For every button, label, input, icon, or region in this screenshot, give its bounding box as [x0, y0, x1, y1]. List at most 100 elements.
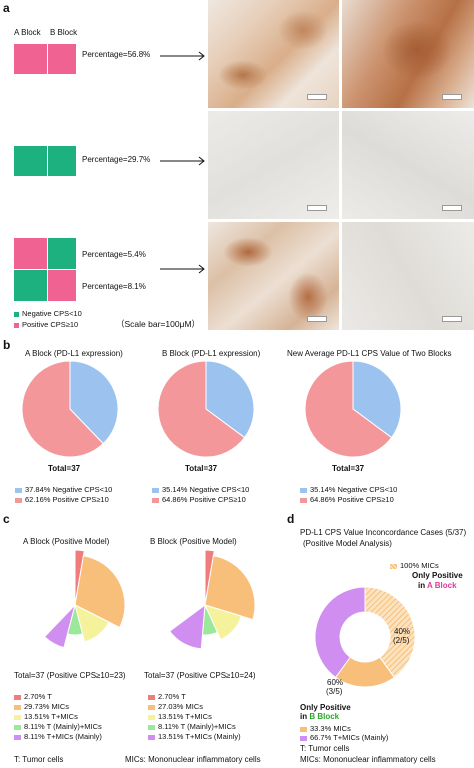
- pie-b2-title: B Block (PD-L1 expression): [162, 349, 261, 358]
- block-a-row1: [14, 44, 47, 74]
- legend-label: 100% MICs: [400, 561, 439, 570]
- label-3-5: (3/5): [326, 687, 343, 696]
- pie-c2-total: Total=37 (Positive CPS≥10=24): [144, 671, 256, 680]
- legend-item: 2.70% T: [148, 692, 241, 702]
- pie-b1-title: A Block (PD-L1 expression): [25, 349, 123, 358]
- swatch: [148, 704, 155, 710]
- legend-item: 8.11% T (Mainly)+MICs: [148, 722, 241, 732]
- legend-b1-pos: 62.16% Positive CPS≥10: [15, 495, 109, 504]
- pie-slice-b-block-mics: [334, 656, 396, 688]
- legend-d-mainly: 66.7% T+MICs (Mainly): [300, 733, 388, 742]
- pie-slice-positive: [21, 360, 104, 458]
- pie-slice-positive: [157, 360, 246, 458]
- arrow-row1-icon: [160, 51, 205, 61]
- percentage-row4: Percentage=8.1%: [82, 282, 146, 291]
- pie-b1-total: Total=37: [48, 464, 81, 473]
- swatch: [152, 497, 159, 503]
- legend-c1: 2.70% T 29.73% MICs 13.51% T+MICs 8.11% T (…: [14, 692, 102, 742]
- legend-label: 2.70% T: [24, 692, 52, 701]
- swatch: [15, 487, 22, 493]
- legend-label: 33.3% MICs: [310, 724, 351, 733]
- micrograph-row2-b: [342, 111, 474, 219]
- block-a-row3b: [14, 270, 47, 301]
- pie-b2-total: Total=37: [185, 464, 218, 473]
- pie-c1-title: A Block (Positive Model): [23, 537, 110, 546]
- panel-letter-d: d: [287, 512, 295, 526]
- legend-positive-label: Positive CPS≥10: [22, 320, 79, 329]
- in-word: in: [300, 712, 308, 721]
- col-b-label: B Block: [50, 28, 78, 37]
- legend-item: 29.73% MICs: [14, 702, 102, 712]
- pie-chart-b2: [157, 360, 255, 458]
- legend-label: 29.73% MICs: [24, 702, 70, 711]
- pie-slice-t-mics-mainly: [43, 603, 76, 649]
- legend-label: 2.70% T: [158, 692, 186, 701]
- swatch: [14, 704, 21, 710]
- block-b-row3a: [48, 238, 76, 269]
- b-block-word: B Block: [309, 712, 340, 721]
- legend-negative: Negative CPS<10: [14, 309, 82, 318]
- percentage-row2: Percentage=29.7%: [82, 155, 151, 164]
- a-block-word: A Block: [427, 581, 457, 590]
- pie-slice-negative: [205, 360, 255, 439]
- legend-label: 13.51% T+MICs: [158, 712, 212, 721]
- legend-label: 8.11% T (Mainly)+MICs: [24, 722, 102, 731]
- swatch: [14, 734, 21, 740]
- legend-label: 35.14% Negative CPS<10: [310, 485, 398, 494]
- legend-item: 13.51% T+MICs: [14, 712, 102, 722]
- pie-slice-t-mics: [204, 604, 242, 641]
- swatch: [300, 735, 307, 741]
- pie-c1-total: Total=37 (Positive CPS≥10=23): [14, 671, 126, 680]
- block-a-row2: [14, 146, 47, 176]
- pie-chart-b3: [304, 360, 402, 458]
- swatch: [148, 694, 155, 700]
- panel-letter-b: b: [3, 338, 11, 352]
- in-a-block: in A Block: [418, 581, 457, 591]
- legend-c2: 2.70% T 27.03% MICs 13.51% T+MICs 8.11% T (…: [148, 692, 241, 742]
- legend-label: 62.16% Positive CPS≥10: [25, 495, 109, 504]
- negative-swatch: [14, 311, 19, 317]
- col-a-label: A Block: [14, 28, 41, 37]
- legend-label: 66.7% T+MICs (Mainly): [310, 733, 389, 742]
- pie-b3-title: New Average PD-L1 CPS Value of Two Block…: [287, 349, 452, 358]
- legend-label: 27.03% MICs: [158, 702, 204, 711]
- pie-chart-c2: [168, 549, 256, 650]
- pie-slice-mics: [204, 555, 256, 621]
- arrow-row2-icon: [160, 156, 205, 166]
- micrograph-row2-a: [208, 111, 339, 219]
- pie-slice-t-mics: [74, 604, 110, 643]
- pie-slice-negative: [69, 360, 119, 445]
- legend-item: 13.51% T+MICs (Mainly): [148, 732, 241, 742]
- swatch: [14, 714, 21, 720]
- swatch: [148, 714, 155, 720]
- swatch: [148, 734, 155, 740]
- pie-slice-t-mics-mainly: [168, 603, 206, 650]
- legend-d-mics: 33.3% MICs: [300, 724, 351, 733]
- swatch: [300, 726, 307, 732]
- legend-item: 8.11% T+MICs (Mainly): [14, 732, 102, 742]
- legend-item: 13.51% T+MICs: [148, 712, 241, 722]
- legend-b3-pos: 64.86% Positive CPS≥10: [300, 495, 394, 504]
- pie-slice-negative: [352, 360, 402, 439]
- micrograph-row3-a: [208, 222, 339, 330]
- footnote-mics: MICs: Mononuclear inflammatory cells: [125, 755, 261, 764]
- swatch: [148, 724, 155, 730]
- legend-label: 13.51% T+MICs (Mainly): [158, 732, 241, 741]
- legend-label: 35.14% Negative CPS<10: [162, 485, 250, 494]
- in-b-block: in B Block: [300, 712, 340, 722]
- pie-d-title: PD-L1 CPS Value Inconcordance Cases (5/3…: [300, 528, 467, 537]
- pie-b3-total: Total=37: [332, 464, 365, 473]
- legend-b2-pos: 64.86% Positive CPS≥10: [152, 495, 246, 504]
- pie-slice-mics: [74, 555, 126, 629]
- panel-letter-a: a: [3, 1, 10, 15]
- label-60: 60%: [327, 678, 344, 687]
- micrograph-row3-b: [342, 222, 474, 330]
- pie-chart-b1: [21, 360, 119, 458]
- footnote-d-t: T: Tumor cells: [300, 744, 350, 753]
- swatch: [300, 487, 307, 493]
- legend-label: 13.51% T+MICs: [24, 712, 78, 721]
- legend-negative-label: Negative CPS<10: [22, 309, 82, 318]
- footnote-t: T: Tumor cells: [14, 755, 64, 764]
- pie-slice-only-a-block: [364, 586, 416, 679]
- legend-b1-neg: 37.84% Negative CPS<10: [15, 485, 112, 494]
